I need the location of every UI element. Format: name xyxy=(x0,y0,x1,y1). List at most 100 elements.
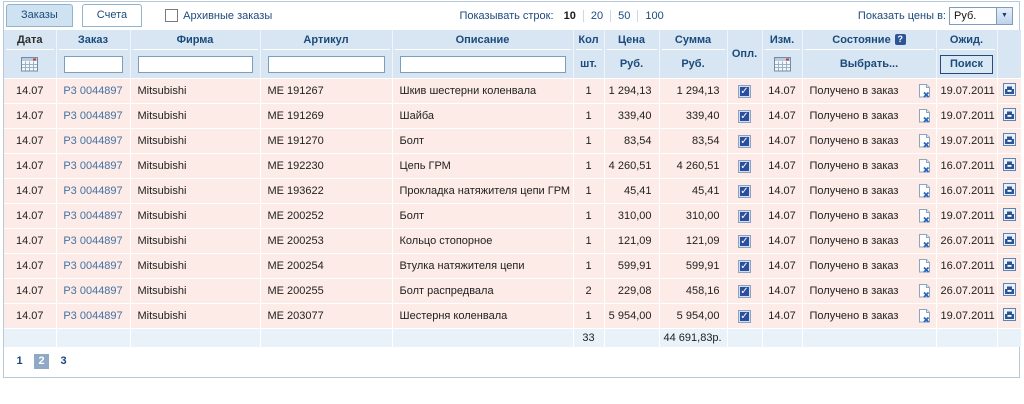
price-value: 45,41 xyxy=(623,185,652,197)
part-description: Прокладка натяжителя цепи ГРМ xyxy=(399,185,571,197)
article-filter-input[interactable] xyxy=(267,55,385,73)
sum-value: 83,54 xyxy=(691,135,720,147)
basket-icon[interactable] xyxy=(1002,258,1016,271)
order-date: 14.07 xyxy=(15,235,44,247)
column-qty-unit: шт. xyxy=(580,58,597,70)
basket-icon[interactable] xyxy=(1002,108,1016,121)
price-value: 1 294,13 xyxy=(608,85,652,97)
firm-filter-input[interactable] xyxy=(137,55,253,73)
order-filter-input[interactable] xyxy=(63,55,123,73)
tab-invoices[interactable]: Счета xyxy=(81,4,143,27)
archive-orders-label: Архивные заказы xyxy=(183,9,273,22)
search-button[interactable]: Поиск xyxy=(939,54,993,74)
remove-from-order-icon[interactable] xyxy=(918,158,931,174)
paid-checkbox[interactable] xyxy=(738,109,751,123)
paid-checkbox[interactable] xyxy=(738,159,751,173)
part-description: Втулка натяжителя цепи xyxy=(399,260,525,272)
page-2[interactable]: 2 xyxy=(34,353,49,369)
article-number: ME 191267 xyxy=(267,85,324,97)
page-1[interactable]: 1 xyxy=(16,354,23,367)
order-number-link[interactable]: Р3 0044897 xyxy=(63,160,123,172)
basket-icon[interactable] xyxy=(1002,283,1016,296)
order-number-link[interactable]: Р3 0044897 xyxy=(63,310,123,322)
price-value: 599,91 xyxy=(617,260,652,272)
order-number-link[interactable]: Р3 0044897 xyxy=(63,285,123,297)
paid-checkbox[interactable] xyxy=(738,209,751,223)
archive-orders-checkbox[interactable] xyxy=(165,9,179,22)
remove-from-order-icon[interactable] xyxy=(918,83,931,99)
page-3[interactable]: 3 xyxy=(60,354,67,367)
firm-name: Mitsubishi xyxy=(137,285,187,297)
table-row: 14.07 Р3 0044897 Mitsubishi ME 200254 Вт… xyxy=(4,253,1021,279)
remove-from-order-icon[interactable] xyxy=(918,233,931,249)
order-number-link[interactable]: Р3 0044897 xyxy=(63,185,123,197)
table-body: 14.07 Р3 0044897 Mitsubishi ME 191267 Шк… xyxy=(4,78,1021,329)
part-description: Болт распредвала xyxy=(399,285,494,297)
order-number-link[interactable]: Р3 0044897 xyxy=(63,135,123,147)
remove-from-order-icon[interactable] xyxy=(918,183,931,199)
article-number: ME 200254 xyxy=(267,260,324,272)
part-description: Цепь ГРМ xyxy=(399,160,451,172)
rows-per-page-option-50[interactable]: 50 xyxy=(610,9,637,22)
expected-date: 16.07.2011 xyxy=(940,160,995,172)
order-number-link[interactable]: Р3 0044897 xyxy=(63,85,123,97)
paid-checkbox[interactable] xyxy=(738,309,751,323)
order-date: 14.07 xyxy=(15,160,44,172)
remove-from-order-icon[interactable] xyxy=(918,308,931,324)
archive-orders-toggle: Архивные заказы xyxy=(165,9,272,22)
status-filter-dropdown[interactable]: Выбрать... xyxy=(839,58,899,70)
basket-icon[interactable] xyxy=(1002,83,1016,96)
order-number-link[interactable]: Р3 0044897 xyxy=(63,260,123,272)
order-number-link[interactable]: Р3 0044897 xyxy=(63,210,123,222)
changed-date: 14.07 xyxy=(768,110,796,122)
basket-icon[interactable] xyxy=(1002,183,1016,196)
article-number: ME 200253 xyxy=(267,235,324,247)
remove-from-order-icon[interactable] xyxy=(918,283,931,299)
part-description: Кольцо стопорное xyxy=(399,235,493,247)
basket-icon[interactable] xyxy=(1002,208,1016,221)
rows-per-page-option-100[interactable]: 100 xyxy=(637,9,670,22)
currency-select[interactable]: Руб. xyxy=(948,6,1013,25)
orders-panel: Заказы Счета Архивные заказы Показывать … xyxy=(3,1,1021,378)
paid-checkbox[interactable] xyxy=(738,259,751,273)
table-row: 14.07 Р3 0044897 Mitsubishi ME 191267 Шк… xyxy=(4,78,1021,104)
basket-icon[interactable] xyxy=(1002,133,1016,146)
basket-icon[interactable] xyxy=(1002,158,1016,171)
remove-from-order-icon[interactable] xyxy=(918,133,931,149)
paid-checkbox[interactable] xyxy=(738,84,751,98)
calendar-icon[interactable] xyxy=(21,56,39,72)
expected-date: 19.07.2011 xyxy=(940,110,995,122)
paid-checkbox[interactable] xyxy=(738,184,751,198)
column-changed: Изм. xyxy=(762,30,803,79)
basket-icon[interactable] xyxy=(1002,233,1016,246)
order-number-link[interactable]: Р3 0044897 xyxy=(63,110,123,122)
basket-icon[interactable] xyxy=(1002,308,1016,321)
tab-orders[interactable]: Заказы xyxy=(6,4,73,27)
order-date: 14.07 xyxy=(15,285,44,297)
column-sum: Сумма Руб. xyxy=(659,30,728,79)
rows-per-page-option-20[interactable]: 20 xyxy=(582,9,610,22)
column-qty-label: Кол xyxy=(575,30,602,50)
article-number: ME 203077 xyxy=(267,310,324,322)
description-filter-input[interactable] xyxy=(399,55,566,73)
rows-per-page-options: 10 20 50 100 xyxy=(557,9,671,22)
expected-date: 19.07.2011 xyxy=(940,310,995,322)
paid-checkbox[interactable] xyxy=(738,234,751,248)
remove-from-order-icon[interactable] xyxy=(918,108,931,124)
remove-from-order-icon[interactable] xyxy=(918,258,931,274)
changed-date: 14.07 xyxy=(768,160,796,172)
remove-from-order-icon[interactable] xyxy=(918,208,931,224)
order-number-link[interactable]: Р3 0044897 xyxy=(63,235,123,247)
sum-value: 599,91 xyxy=(685,260,720,272)
rows-per-page-option-10[interactable]: 10 xyxy=(563,9,576,22)
chevron-down-icon[interactable] xyxy=(995,7,1012,24)
currency-value: Руб. xyxy=(953,9,977,22)
part-description: Шкив шестерни коленвала xyxy=(399,85,537,97)
paid-checkbox[interactable] xyxy=(738,284,751,298)
help-icon[interactable] xyxy=(894,34,906,45)
calendar-icon[interactable] xyxy=(773,56,791,72)
column-date-label: Дата xyxy=(6,30,54,50)
orders-table: Дата Заказ Фирма Артикул xyxy=(4,30,1021,347)
status-text: Получено в заказ xyxy=(809,85,899,97)
paid-checkbox[interactable] xyxy=(738,134,751,148)
